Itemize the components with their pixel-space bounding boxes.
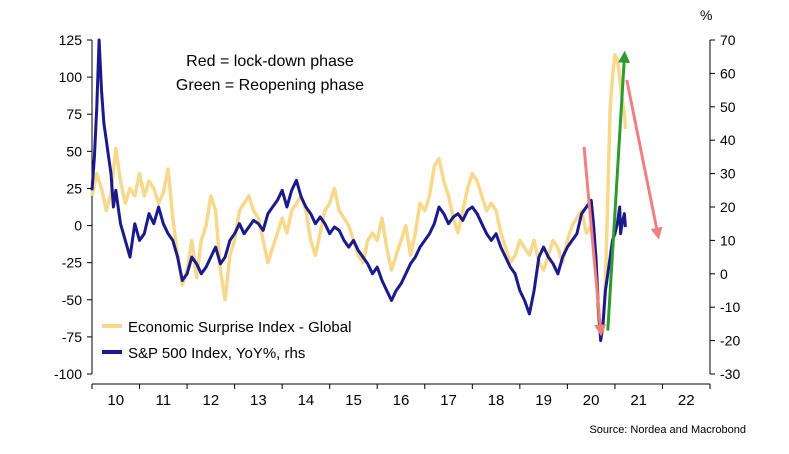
right-axis: 70 60 50 40 30 20 10 0 -10 -20 -30 <box>710 32 740 382</box>
right-tick-label: 40 <box>720 132 736 148</box>
x-tick-label: 10 <box>107 392 124 409</box>
left-axis: 125 100 75 50 25 0 -25 -50 -75 -100 <box>54 32 92 382</box>
x-tick-label: 19 <box>535 392 552 409</box>
x-tick-label: 11 <box>156 392 172 409</box>
left-tick-label: 75 <box>66 106 82 122</box>
legend-label-esi: Economic Surprise Index - Global <box>128 319 351 336</box>
right-tick-label: -30 <box>720 366 740 382</box>
x-tick-label: 21 <box>630 392 647 409</box>
phase-arrows <box>582 50 663 337</box>
left-tick-label: -75 <box>62 329 82 345</box>
left-tick-label: -25 <box>62 255 82 271</box>
left-tick-label: -50 <box>62 292 82 308</box>
right-axis-unit-label: % <box>700 7 712 23</box>
left-tick-label: -100 <box>54 366 82 382</box>
phase-arrow <box>625 79 663 240</box>
series-line-esi <box>90 53 628 339</box>
right-tick-label: 60 <box>720 65 736 81</box>
x-tick-label: 15 <box>345 392 362 409</box>
x-tick-label: 12 <box>203 392 220 409</box>
x-tick-label: 16 <box>393 392 410 409</box>
right-tick-label: 50 <box>720 99 736 115</box>
annotation-line-1: Red = lock-down phase <box>186 53 354 70</box>
left-tick-label: 100 <box>59 69 83 85</box>
phase-arrow <box>606 50 631 331</box>
left-tick-label: 0 <box>74 218 82 234</box>
right-tick-label: 10 <box>720 232 736 248</box>
series-line-sp500 <box>90 38 627 343</box>
x-tick-label: 14 <box>298 392 315 409</box>
x-tick-label: 17 <box>440 392 457 409</box>
right-tick-label: 30 <box>720 166 736 182</box>
annotation-line-2: Green = Reopening phase <box>176 77 364 94</box>
series-lines <box>90 38 628 343</box>
left-tick-label: 125 <box>59 32 83 48</box>
phase-arrow <box>582 146 607 337</box>
x-tick-label: 13 <box>250 392 267 409</box>
right-tick-label: 70 <box>720 32 736 48</box>
x-tick-label: 18 <box>488 392 505 409</box>
right-tick-label: -20 <box>720 333 740 349</box>
x-tick-label: 22 <box>678 392 695 409</box>
right-tick-label: -10 <box>720 299 740 315</box>
x-axis: 10 11 12 13 14 15 16 17 18 19 20 21 22 <box>91 384 711 409</box>
left-tick-label: 25 <box>66 180 82 196</box>
source-note: Source: Nordea and Macrobond <box>589 424 746 436</box>
legend: Economic Surprise Index - Global S&P 500… <box>102 319 351 362</box>
legend-label-sp500: S&P 500 Index, YoY%, rhs <box>128 345 305 362</box>
x-tick-label: 20 <box>583 392 600 409</box>
left-tick-label: 50 <box>66 143 82 159</box>
right-tick-label: 20 <box>720 199 736 215</box>
right-tick-label: 0 <box>720 266 728 282</box>
